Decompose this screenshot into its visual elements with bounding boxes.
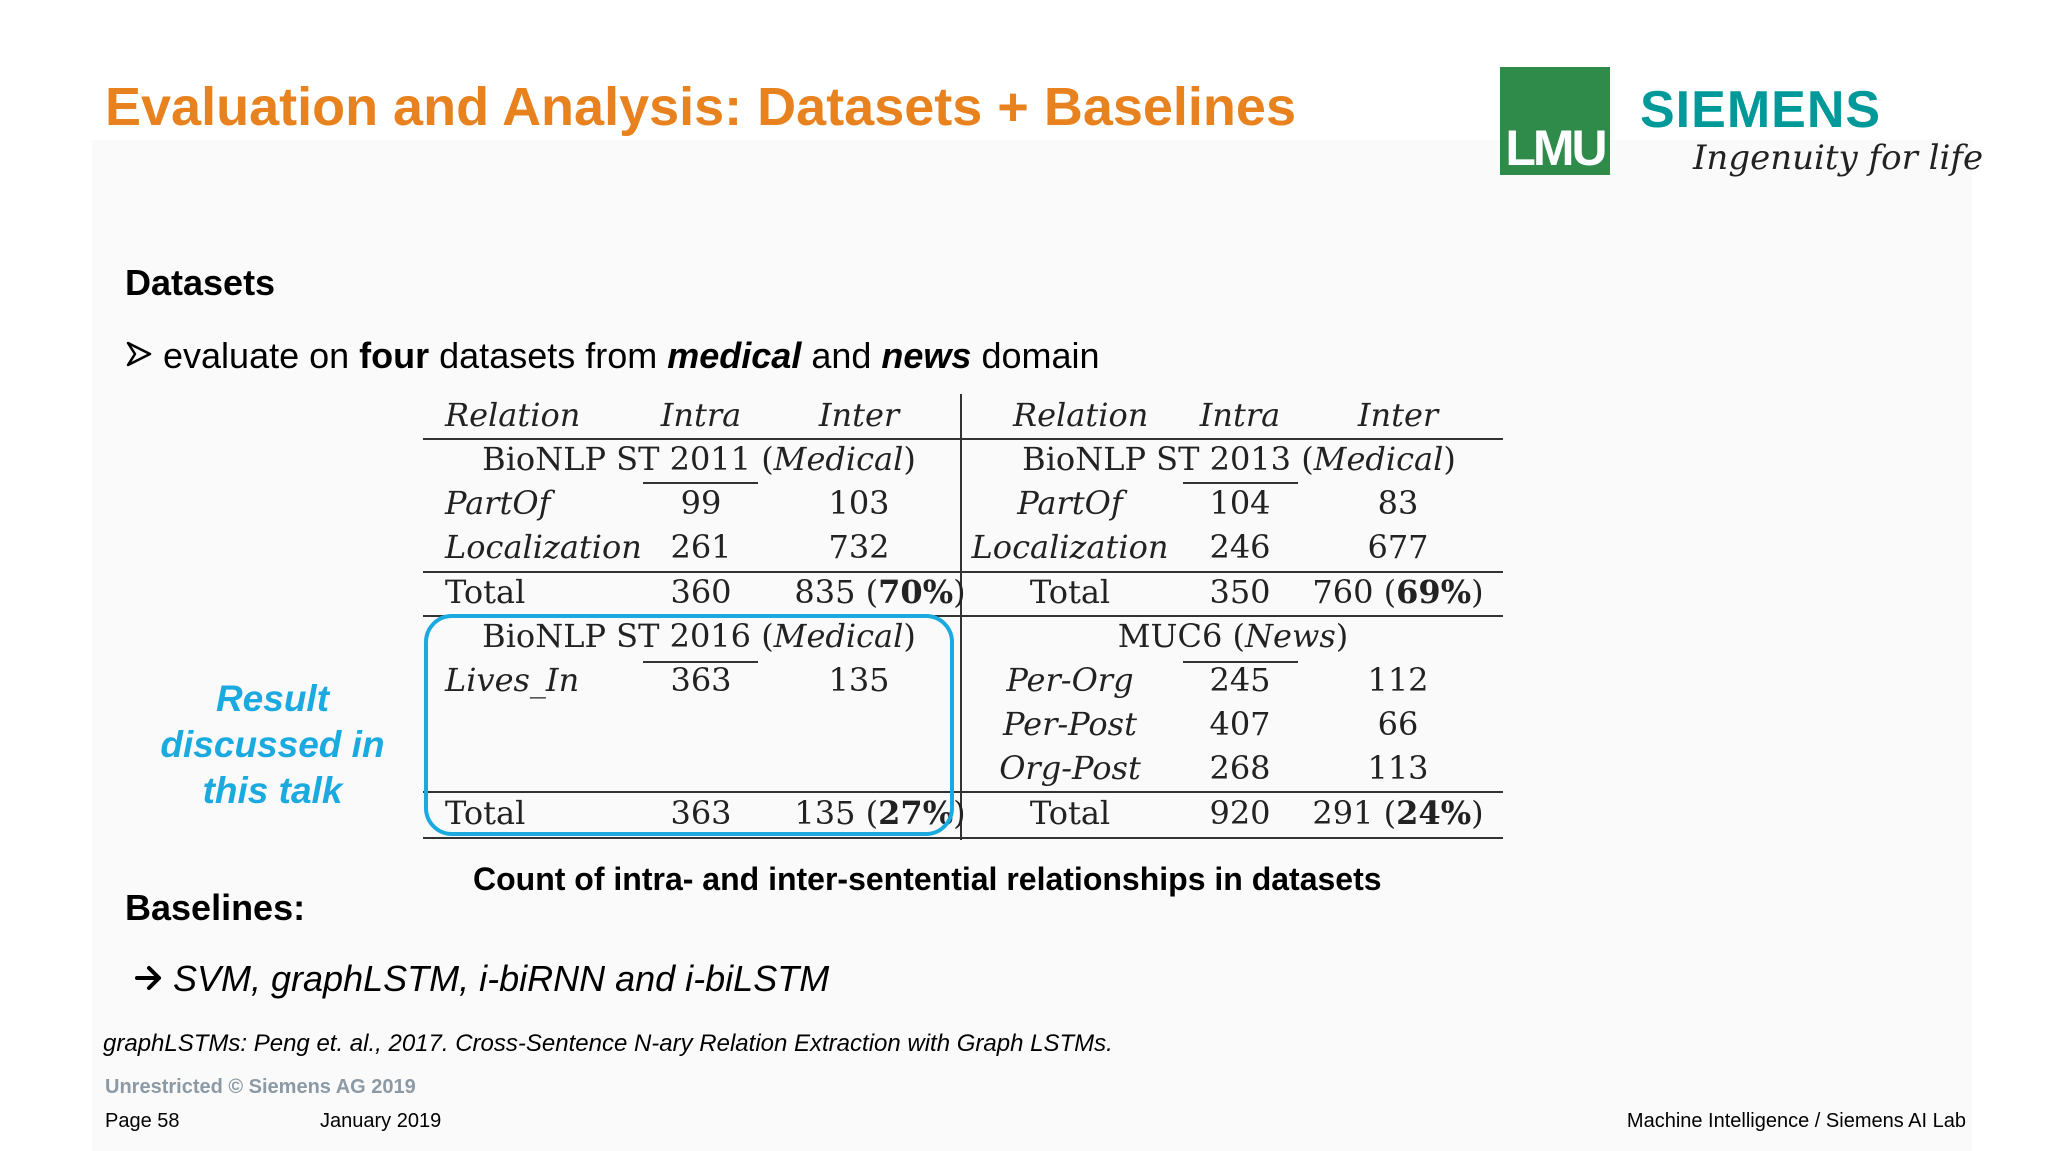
total-intra: 363 <box>670 794 732 832</box>
bullet-text-2: datasets from <box>429 335 668 376</box>
dataset-table: Relation Intra Inter Relation Intra Inte… <box>423 392 1503 842</box>
total-inter: 835 (70%) <box>794 573 966 611</box>
relation-cell: Lives_In <box>445 661 580 699</box>
inter-cell: 113 <box>1367 749 1429 787</box>
total-label: Total <box>1029 794 1111 832</box>
datasets-bullet: evaluate on four datasets from medical a… <box>125 335 1100 377</box>
highlight-box <box>424 614 954 836</box>
block-title-bionlp-2011: BioNLP ST 2011 (Medical) <box>482 440 916 478</box>
relation-cell: PartOf <box>1017 484 1123 522</box>
result-note: Result discussed in this talk <box>160 678 385 811</box>
relation-cell: Per-Post <box>1003 705 1137 743</box>
lmu-logo-text: LMU <box>1505 120 1607 176</box>
bullet-emphasis-four: four <box>359 335 430 376</box>
baselines-heading: Baselines: <box>125 887 306 928</box>
intra-cell: 104 <box>1209 484 1271 522</box>
header-relation: Relation <box>1013 396 1149 434</box>
total-label: Total <box>445 573 526 611</box>
total-label: Total <box>1029 573 1111 611</box>
intra-cell: 363 <box>670 661 732 699</box>
relation-cell: Localization <box>445 528 642 566</box>
inter-cell: 103 <box>828 484 890 522</box>
right-arrow-icon <box>135 958 163 1000</box>
block-title-bionlp-2016: BioNLP ST 2016 (Medical) <box>482 617 916 655</box>
inter-cell: 83 <box>1377 484 1419 522</box>
inter-cell: 112 <box>1367 661 1429 699</box>
footer-department: Machine Intelligence / Siemens AI Lab <box>1626 1110 1966 1132</box>
intra-cell: 407 <box>1209 705 1271 743</box>
header-inter: Inter <box>1357 396 1439 434</box>
table-caption: Count of intra- and inter-sentential rel… <box>473 861 1382 897</box>
relation-cell: PartOf <box>445 484 551 522</box>
total-intra: 920 <box>1209 794 1271 832</box>
lmu-logo: LMU <box>1500 67 1610 175</box>
bullet-text-1: evaluate on <box>163 335 360 376</box>
block-title-muc6: MUC6 (News) <box>1117 617 1349 655</box>
intra-cell: 245 <box>1209 661 1271 699</box>
bullet-text-3: and <box>801 335 882 376</box>
reference-note: graphLSTMs: Peng et. al., 2017. Cross-Se… <box>103 1030 1113 1057</box>
total-label: Total <box>445 794 526 832</box>
inter-cell: 732 <box>828 528 890 566</box>
footer-date: January 2019 <box>320 1110 442 1132</box>
intra-cell: 246 <box>1209 528 1271 566</box>
bullet-emphasis-news: news <box>881 335 972 376</box>
header-intra: Intra <box>660 396 742 434</box>
total-inter: 291 (24%) <box>1312 794 1484 832</box>
baselines-text: SVM, graphLSTM, i-biRNN and i-biLSTM <box>173 958 830 999</box>
arrowhead-bullet-icon <box>125 335 153 377</box>
bullet-text-4: domain <box>971 335 1100 376</box>
footer-page-number: Page 58 <box>105 1110 180 1132</box>
block-title-bionlp-2013: BioNLP ST 2013 (Medical) <box>1022 440 1456 478</box>
footer-classification: Unrestricted © Siemens AG 2019 <box>105 1076 416 1098</box>
slide-title: Evaluation and Analysis: Datasets + Base… <box>105 77 1296 137</box>
inter-cell: 135 <box>828 661 890 699</box>
relation-cell: Org-Post <box>999 749 1141 787</box>
header-inter: Inter <box>818 396 900 434</box>
header-intra: Intra <box>1199 396 1281 434</box>
bullet-emphasis-medical: medical <box>667 335 802 376</box>
inter-cell: 66 <box>1377 705 1419 743</box>
total-intra: 350 <box>1209 573 1271 611</box>
slide-background <box>92 140 1972 1151</box>
relation-cell: Localization <box>971 528 1169 566</box>
intra-cell: 268 <box>1209 749 1271 787</box>
header-relation: Relation <box>445 396 581 434</box>
intra-cell: 99 <box>680 484 722 522</box>
datasets-heading: Datasets <box>125 262 276 303</box>
intra-cell: 261 <box>670 528 732 566</box>
siemens-tagline: Ingenuity for life <box>1693 138 1984 178</box>
siemens-logo: SIEMENS <box>1640 81 1882 139</box>
total-intra: 360 <box>670 573 732 611</box>
relation-cell: Per-Org <box>1006 661 1134 699</box>
inter-cell: 677 <box>1367 528 1429 566</box>
baselines-line: SVM, graphLSTM, i-biRNN and i-biLSTM <box>135 958 829 1000</box>
total-inter: 760 (69%) <box>1312 573 1484 611</box>
